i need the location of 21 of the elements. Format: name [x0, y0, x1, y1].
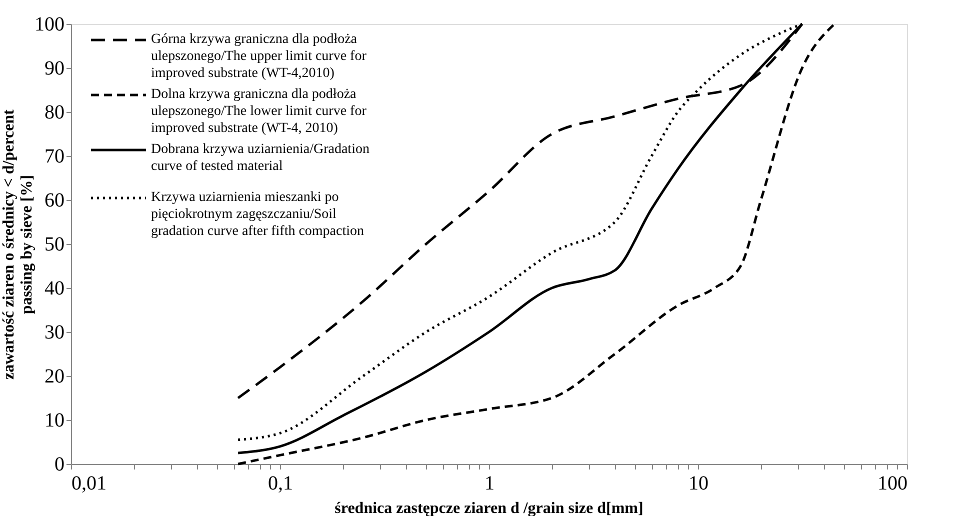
y-tick-label: 90	[44, 58, 64, 80]
y-tick-label: 30	[44, 322, 64, 344]
y-tick-label: 70	[44, 146, 64, 168]
legend-label: Górna krzywa graniczna dla podłoża ulepszonego/The upper limit curve for improved substrate (WT-4,2010)	[151, 32, 367, 81]
legend-label: Krzywa uziarnienia mieszanki po pięciokrotnym zagęszczaniu/Soil gradation curve after fifth compaction	[151, 190, 364, 239]
y-tick-label: 0	[54, 454, 64, 476]
legend-label: Dobrana krzywa uziarnienia/Gradation curve of tested material	[151, 142, 370, 174]
legend-label: Dolna krzywa graniczna dla podłoża ulepszonego/The lower limit curve for improved substrate (WT-4, 2010)	[151, 87, 367, 136]
x-tick-label: 0,1	[268, 472, 293, 494]
y-tick-label: 50	[44, 234, 64, 256]
y-tick-label: 40	[44, 278, 64, 300]
y-tick-label: 60	[44, 190, 64, 212]
x-tick-label: 0,01	[72, 472, 106, 494]
x-tick-label: 1	[484, 472, 494, 494]
y-axis-title: zawartość ziaren o średnicy < d/percent passing by sieve [%]	[0, 108, 36, 380]
y-tick-label: 20	[44, 366, 64, 388]
y-tick-label: 100	[34, 14, 64, 36]
y-tick-label: 80	[44, 102, 64, 124]
x-tick-label: 10	[688, 472, 708, 494]
y-tick-label: 10	[44, 410, 64, 432]
x-tick-label: 100	[878, 472, 908, 494]
